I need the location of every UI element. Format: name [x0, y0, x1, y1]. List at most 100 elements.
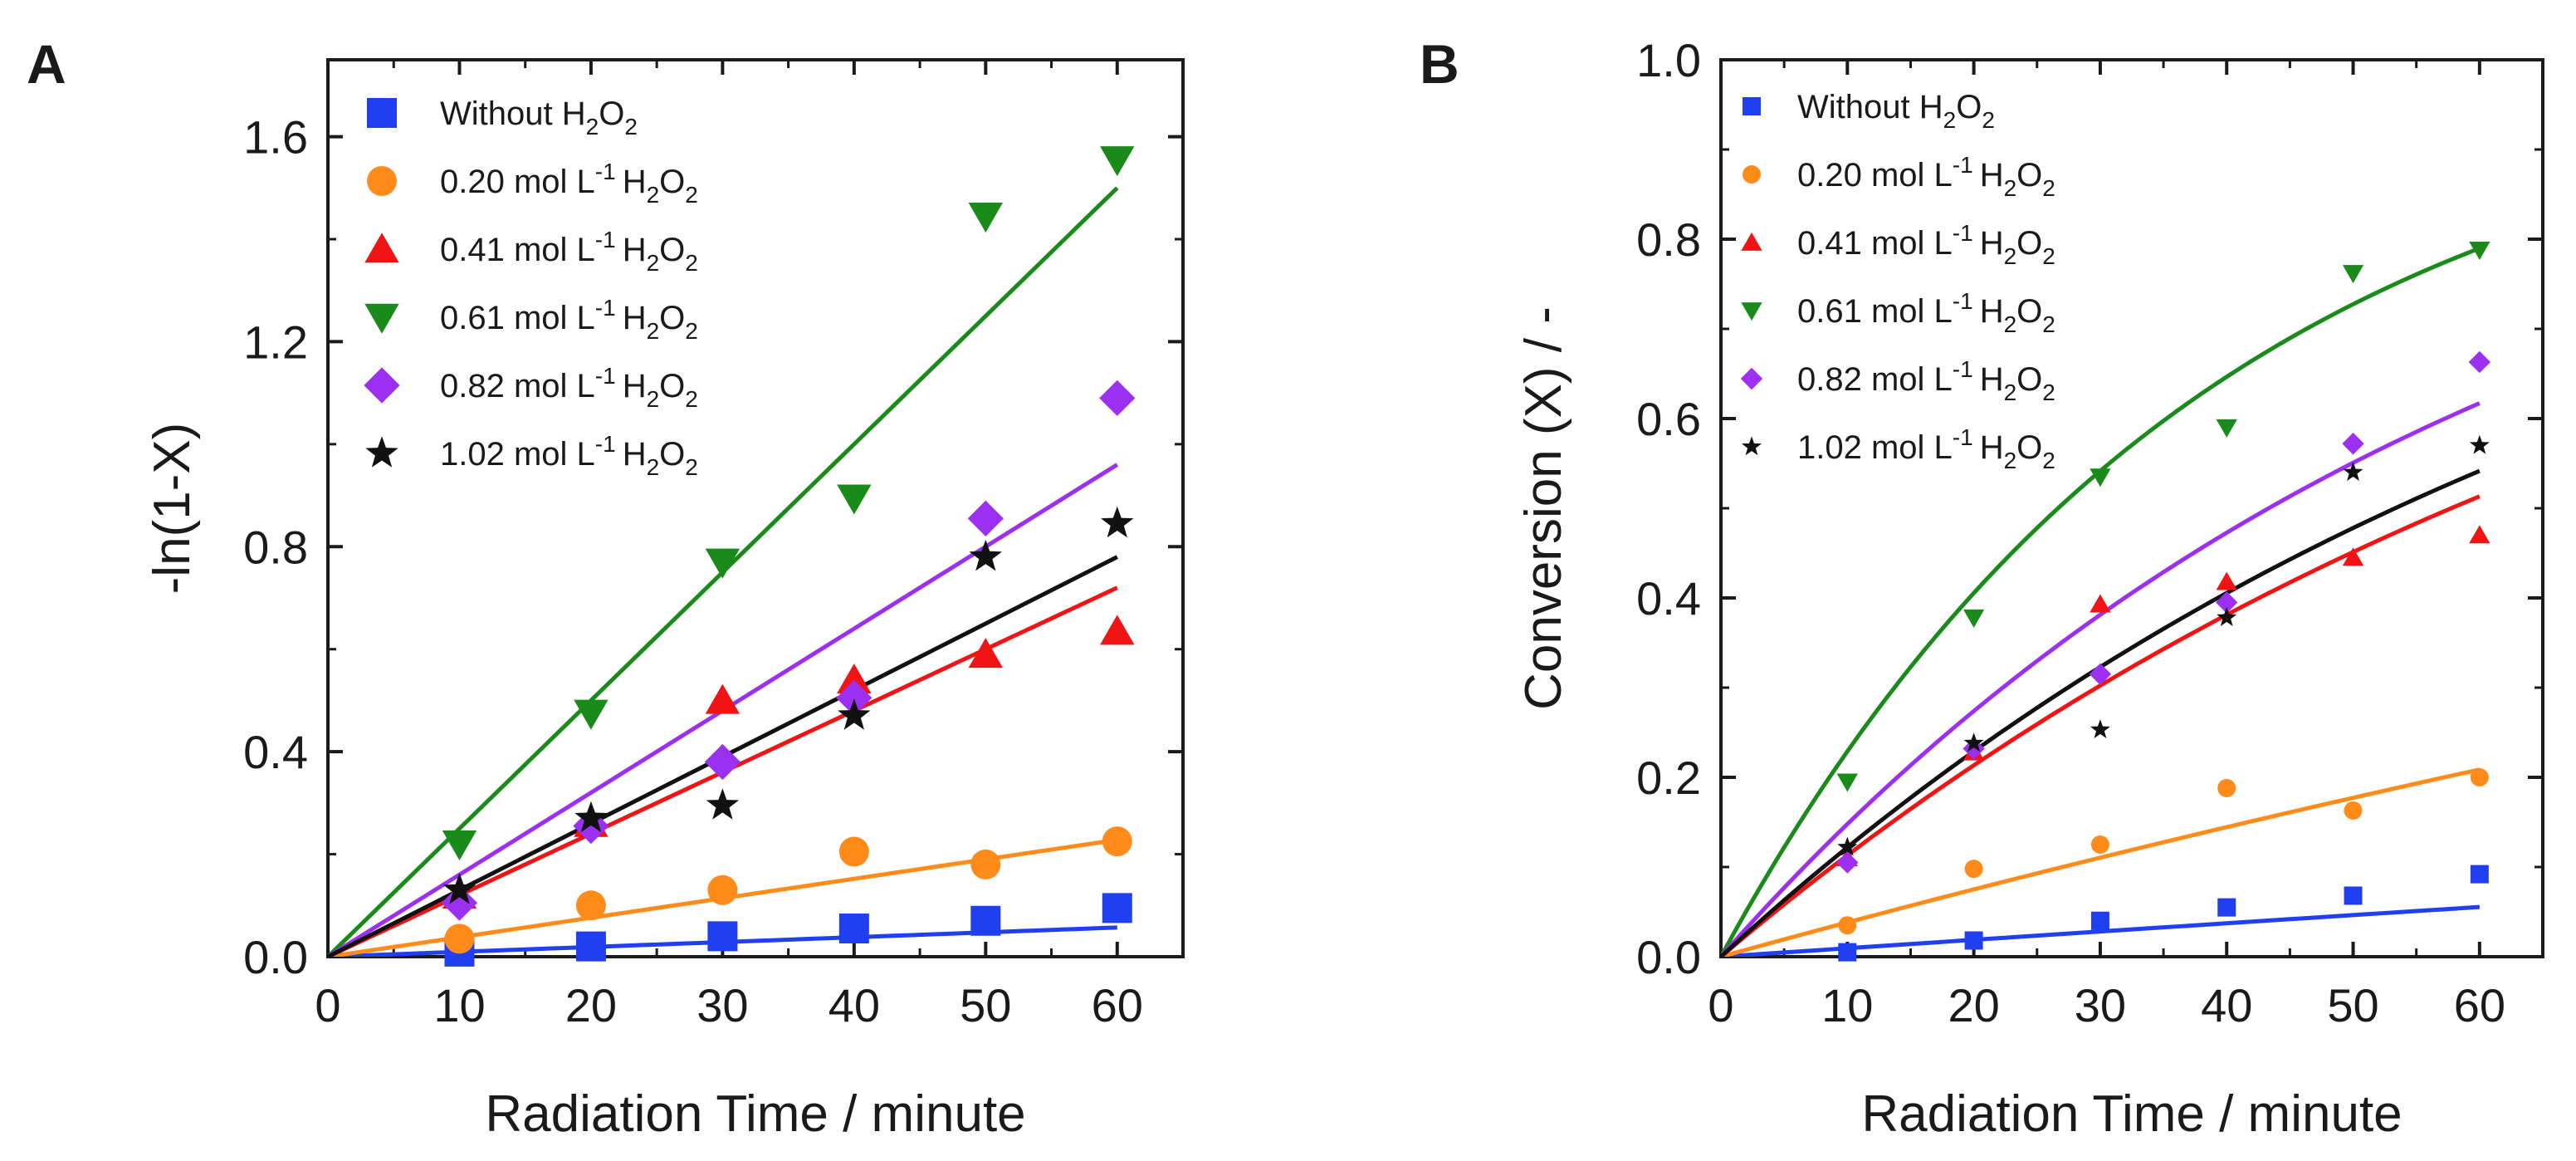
legend-label-mid: O: [2016, 157, 2042, 194]
x-tick-label: 50: [960, 979, 1011, 1031]
legend-marker: [364, 233, 399, 263]
y-tick-label: 1.2: [243, 316, 308, 368]
legend-label: 0.41 mol L-1 H2O2: [440, 227, 698, 276]
legend-label-main: 0.41 mol L: [1797, 225, 1953, 262]
legend-marker: [1741, 436, 1762, 456]
panel-a: A 0 10 20 30 40 50 60 0.0 0.4 0.8 1.2 1.6 Radiation T…: [27, 33, 1185, 1143]
data-point: [837, 484, 872, 515]
legend-label-sub: 2: [647, 386, 660, 412]
data-point: [1102, 893, 1132, 923]
data-point: [838, 698, 871, 730]
data-point: [1100, 615, 1135, 645]
data-point: [1836, 773, 1858, 792]
legend-label-main: 0.61 mol L: [1797, 293, 1953, 330]
data-point: [2344, 886, 2363, 905]
data-point: [1100, 146, 1135, 177]
legend-label-sub: 2: [2004, 448, 2017, 473]
legend-marker: [364, 303, 399, 334]
data-point: [2342, 547, 2364, 566]
y-tick-label: 0.6: [1636, 393, 1701, 445]
legend-marker: [364, 367, 400, 404]
y-tick-label: 1.0: [1636, 34, 1701, 86]
legend-label-mid: O: [2016, 293, 2042, 330]
legend-label-sup: -1: [595, 295, 616, 321]
data-point: [574, 801, 608, 833]
data-point: [838, 836, 869, 867]
legend-marker: [365, 436, 398, 468]
legend-label-h: H: [1980, 157, 2004, 194]
data-point: [2217, 778, 2236, 797]
y-tick-label: 0.0: [1636, 931, 1701, 983]
plot-frame: [1719, 58, 2544, 958]
legend-label-mid: O: [659, 232, 685, 268]
legend-marker: [1740, 367, 1763, 390]
legend-label-sup: -1: [595, 159, 616, 184]
legend-label-sup: -1: [1953, 424, 1973, 450]
y-tick-label: 0.8: [243, 521, 308, 573]
legend-label-sub: 2: [1943, 107, 1957, 133]
y-tick-label: 0.2: [1636, 752, 1701, 804]
legend-label-sup: -1: [1953, 356, 1973, 382]
legend-label-h: H: [623, 300, 647, 336]
data-point: [2468, 350, 2491, 374]
data-point: [838, 914, 869, 944]
data-point: [1963, 609, 1985, 628]
legend-label-sub: 2: [2004, 311, 2017, 337]
legend-label-sub: 2: [685, 318, 698, 344]
data-point: [2216, 419, 2237, 438]
legend-label-sup: -1: [595, 363, 616, 389]
data-point: [2090, 835, 2109, 854]
legend-label-h: H: [1980, 429, 2004, 466]
legend-label: Without H2O2: [1797, 89, 1995, 133]
legend-label-sub: 2: [2042, 311, 2055, 337]
legend-label-main: 0.20 mol L: [440, 164, 595, 200]
legend-label: 0.61 mol L-1 H2O2: [1797, 288, 2055, 337]
y-tick-label: 0.0: [243, 931, 308, 983]
y-tick-label: 0.4: [243, 726, 308, 778]
panel-b: B 0 10 20 30 40 50 60 0.0 0.2 0.4 0.6 0.8 1.0 Radiatio…: [1420, 33, 2544, 1143]
legend-label: 0.41 mol L-1 H2O2: [1797, 220, 2055, 269]
y-axis-label: Conversion (X) / -: [1515, 306, 1572, 710]
legend-label-h: H: [623, 368, 647, 404]
legend-label-main: Without H: [1797, 89, 1943, 125]
legend-label: 0.20 mol L-1 H2O2: [1797, 152, 2055, 201]
x-tick-label: 50: [2327, 979, 2378, 1031]
data-point: [2217, 898, 2236, 917]
data-point: [705, 548, 741, 579]
legend-label-sub: 2: [647, 250, 660, 276]
data-point: [2090, 719, 2110, 738]
legend-label-main: 0.82 mol L: [1797, 361, 1953, 398]
x-tick-label: 30: [2075, 979, 2126, 1031]
data-point: [2217, 607, 2237, 626]
data-point: [1099, 380, 1136, 416]
data-point: [574, 699, 609, 730]
x-axis-label: Radiation Time / minute: [1861, 1085, 2402, 1143]
data-point: [1836, 851, 1859, 874]
legend-label-sub: 2: [2004, 243, 2017, 269]
fit-line: [1721, 468, 2481, 957]
data-point: [706, 788, 740, 820]
data-point: [969, 539, 1002, 571]
legend-label-sup: -1: [595, 227, 616, 252]
data-point: [704, 743, 741, 781]
legend-marker: [1741, 232, 1762, 251]
data-point: [1101, 506, 1134, 538]
legend-marker: [367, 98, 397, 128]
legend-label-mid: O: [2016, 225, 2042, 262]
data-point: [707, 874, 738, 905]
legend-label-mid: O: [2016, 429, 2042, 466]
legend-label: 0.20 mol L-1 H2O2: [440, 159, 698, 208]
data-point: [2469, 242, 2490, 261]
data-point: [442, 873, 477, 904]
data-point: [573, 808, 609, 845]
legend-marker: [1741, 302, 1762, 321]
legend-label-sub: 2: [685, 182, 698, 208]
legend-label-sub: 2: [647, 454, 660, 480]
legend-label-mid: O: [599, 96, 624, 132]
legend-label-sub: 2: [1982, 107, 1995, 133]
legend-label-main: 0.41 mol L: [440, 232, 595, 268]
legend-label-mid: O: [2016, 361, 2042, 398]
x-tick-label: 40: [2201, 979, 2252, 1031]
plot-frame: [326, 58, 1185, 958]
